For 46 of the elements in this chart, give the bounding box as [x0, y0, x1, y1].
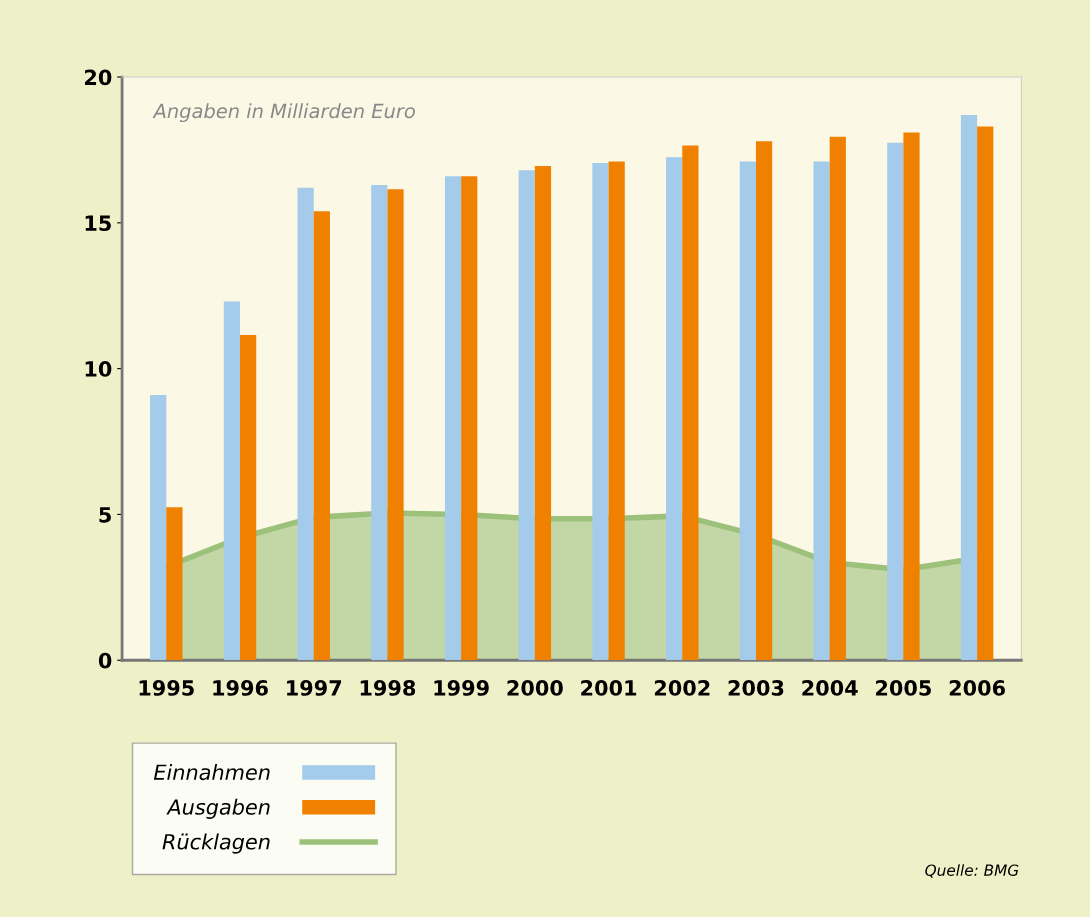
bar: [313, 211, 330, 661]
x-tick-label: 1996: [213, 680, 268, 696]
bar: [755, 141, 773, 661]
bar: [608, 161, 625, 661]
bar: [813, 161, 830, 661]
bar: [444, 176, 462, 661]
x-tick-label: 2004: [802, 680, 858, 696]
bar: [166, 507, 183, 661]
y-tick-label: 0: [98, 652, 112, 669]
bar: [223, 301, 241, 661]
bar: [592, 163, 609, 661]
bar: [960, 114, 978, 661]
x-tick-label: 1997: [287, 680, 342, 696]
bar: [387, 189, 404, 661]
x-tick-label: 2003: [728, 680, 784, 696]
bar: [371, 184, 388, 661]
bar: [534, 165, 552, 661]
x-tick-label: 1995: [139, 680, 194, 696]
x-tick-label: 2001: [581, 680, 637, 696]
bar: [682, 145, 699, 661]
bar: [461, 176, 478, 661]
bar: [518, 170, 535, 661]
bar: [829, 136, 846, 661]
y-tick-label: 20: [85, 69, 112, 86]
bar: [150, 394, 167, 661]
legend-label: Ausgaben: [166, 798, 270, 819]
legend-label: Einnahmen: [153, 764, 270, 781]
bar: [903, 132, 920, 661]
bar: [666, 157, 683, 661]
bar: [739, 161, 756, 661]
bar: [240, 335, 257, 661]
bar: [977, 126, 994, 661]
bar: [887, 142, 904, 661]
source-note: Quelle: BMG: [925, 864, 1019, 878]
y-tick-label: 10: [85, 361, 112, 377]
x-tick-label: 1999: [434, 680, 489, 696]
x-tick-label: 2002: [654, 680, 710, 696]
y-tick-label: 15: [85, 215, 111, 232]
annotation: Angaben in Milliarden Euro: [152, 103, 415, 123]
x-tick-label: 2005: [876, 680, 931, 696]
x-tick-label: 1998: [360, 680, 416, 696]
x-tick-label: 2006: [949, 680, 1005, 696]
legend-label: Rücklagen: [162, 833, 270, 854]
y-tick-label: 5: [99, 507, 111, 523]
bar: [297, 187, 314, 661]
x-tick-label: 2000: [507, 680, 563, 696]
